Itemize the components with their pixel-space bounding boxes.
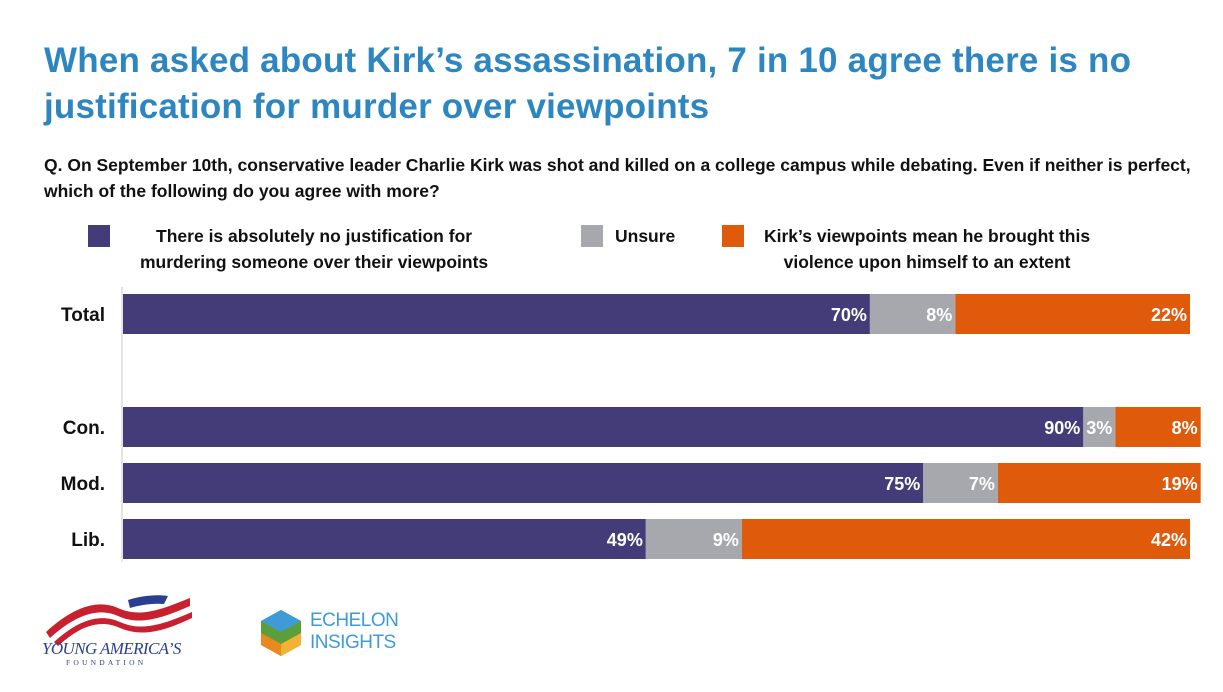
category-label-con: Con. bbox=[63, 418, 105, 439]
data-label-con-series-2: 8% bbox=[1172, 418, 1198, 438]
data-label-total-series-1: 8% bbox=[926, 305, 952, 325]
data-label-total-series-0: 70% bbox=[831, 305, 867, 325]
legend-item-no-justification: There is absolutely no justification for… bbox=[88, 225, 488, 275]
yaf-logo: YOUNG AMERICA’S FOUNDATION bbox=[40, 588, 200, 668]
bar-segment-total-series-0 bbox=[123, 294, 870, 334]
yaf-flag-icon: YOUNG AMERICA’S FOUNDATION bbox=[42, 595, 192, 667]
echelon-logo-line: INSIGHTS bbox=[310, 632, 396, 653]
bar-segment-mod-series-1 bbox=[923, 463, 998, 503]
legend-label-no-justification: There is absolutely no justification for… bbox=[140, 223, 488, 275]
bar-segment-lib-series-0 bbox=[123, 519, 646, 559]
data-label-con-series-1: 3% bbox=[1086, 418, 1112, 438]
echelon-insights-logo: ECHELON INSIGHTS bbox=[258, 608, 428, 660]
bar-segment-total-series-1 bbox=[869, 294, 956, 334]
bar-segment-con-series-2 bbox=[1115, 407, 1201, 447]
echelon-logo-line: ECHELON bbox=[310, 610, 399, 631]
bar-segment-mod-series-0 bbox=[123, 463, 924, 503]
category-label-lib: Lib. bbox=[71, 530, 105, 551]
bar-segment-total-series-2 bbox=[955, 294, 1190, 334]
bar-segment-lib-series-2 bbox=[741, 519, 1190, 559]
data-label-mod-series-0: 75% bbox=[884, 474, 920, 494]
data-label-mod-series-1: 7% bbox=[969, 474, 995, 494]
data-label-total-series-2: 22% bbox=[1151, 305, 1187, 325]
legend-swatch-brought-upon bbox=[722, 225, 744, 247]
legend-label-unsure: Unsure bbox=[615, 223, 675, 249]
chart-title: When asked about Kirk’s assassination, 7… bbox=[44, 41, 1132, 126]
yaf-logo-text: YOUNG AMERICA’S bbox=[42, 639, 182, 658]
legend-item-unsure: Unsure bbox=[581, 225, 675, 249]
echelon-hexagon-icon bbox=[261, 610, 301, 656]
bar-segment-con-series-1 bbox=[1083, 407, 1116, 447]
data-label-con-series-0: 90% bbox=[1044, 418, 1080, 438]
echelon-logo-text: ECHELON INSIGHTS bbox=[310, 610, 399, 654]
legend-swatch-no-justification bbox=[88, 225, 110, 247]
bar-segment-lib-series-1 bbox=[645, 519, 742, 559]
bar-group: Total 70% 8% 22% Con. 90% 3% 8% Mod. 75% 7% 19% Lib.… bbox=[61, 294, 1201, 559]
survey-question: Q. On September 10th, conservative leade… bbox=[44, 155, 1191, 201]
legend-item-brought-upon: Kirk’s viewpoints mean he brought this v… bbox=[722, 225, 1090, 275]
data-label-lib-series-0: 49% bbox=[607, 530, 643, 550]
legend-label-line: There is absolutely no justification for bbox=[156, 226, 473, 246]
legend-label-line: Unsure bbox=[615, 226, 676, 246]
yaf-logo-subtext: FOUNDATION bbox=[66, 658, 146, 667]
category-label-mod: Mod. bbox=[61, 474, 105, 495]
bar-segment-mod-series-2 bbox=[997, 463, 1201, 503]
legend-swatch-unsure bbox=[581, 225, 603, 247]
category-label-total: Total bbox=[61, 305, 105, 326]
data-label-lib-series-2: 42% bbox=[1151, 530, 1187, 550]
data-label-mod-series-2: 19% bbox=[1162, 474, 1198, 494]
data-label-lib-series-1: 9% bbox=[713, 530, 739, 550]
legend-label-line: violence upon himself to an extent bbox=[783, 252, 1071, 272]
legend-label-brought-upon: Kirk’s viewpoints mean he brought this v… bbox=[764, 223, 1090, 275]
legend-label-line: murdering someone over their viewpoints bbox=[140, 252, 489, 272]
bar-segment-con-series-0 bbox=[123, 407, 1084, 447]
legend-label-line: Kirk’s viewpoints mean he brought this bbox=[764, 226, 1091, 246]
